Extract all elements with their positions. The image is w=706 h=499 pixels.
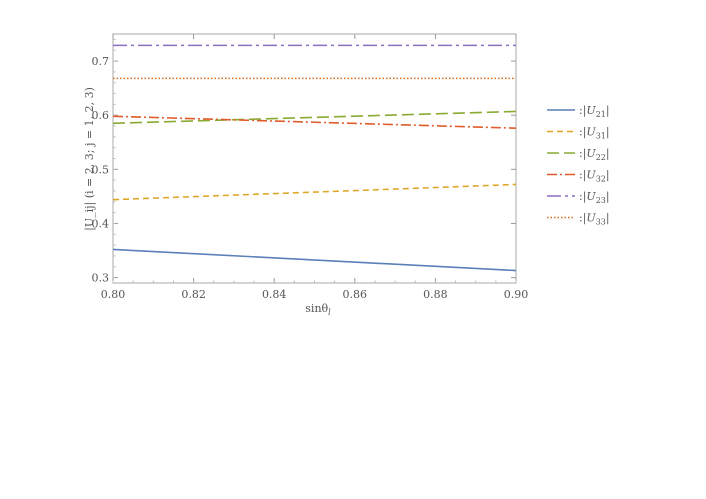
legend: :|U21| :|U31| :|U22| :|U32| :|U23| :|U33| [547, 104, 610, 227]
legend-label-U31: :|U31| [579, 126, 610, 141]
series-line-U32 [112, 115, 517, 129]
y-tick-label: 0.3 [92, 272, 110, 285]
y-tick-label: 0.4 [92, 217, 110, 230]
x-tick-label: 0.80 [101, 288, 126, 301]
legend-label-U33: :|U33| [579, 212, 610, 227]
y-tick-label: 0.5 [92, 163, 110, 176]
x-tick-label: 0.90 [504, 288, 529, 301]
y-tick-label: 0.7 [92, 55, 110, 68]
x-axis: 0.80 0.82 0.84 0.86 0.88 0.90 [101, 34, 529, 301]
legend-label-U21: :|U21| [579, 104, 610, 119]
x-tick-label: 0.86 [343, 288, 368, 301]
y-axis: 0.3 0.4 0.5 0.6 0.7 [92, 38, 516, 285]
series-line-U21 [112, 248, 517, 272]
plot-frame [112, 33, 517, 284]
x-axis-label-subscript: l [328, 308, 331, 317]
legend-label-U22: :|U22| [579, 147, 610, 162]
x-tick-label: 0.84 [262, 288, 287, 301]
x-tick-label: 0.88 [423, 288, 448, 301]
plot-border [112, 33, 517, 284]
x-tick-label: 0.82 [181, 288, 206, 301]
series-line-U31 [112, 183, 517, 201]
legend-label-U23: :|U23| [579, 190, 610, 205]
legend-label-U32: :|U32| [579, 169, 610, 184]
y-tick-label: 0.6 [92, 109, 110, 122]
series-layer [112, 44, 517, 272]
y-axis-label: |U_ij| (i = 2, 3; j = 1, 2, 3) [83, 87, 97, 231]
x-axis-label: sinθl [305, 302, 331, 317]
